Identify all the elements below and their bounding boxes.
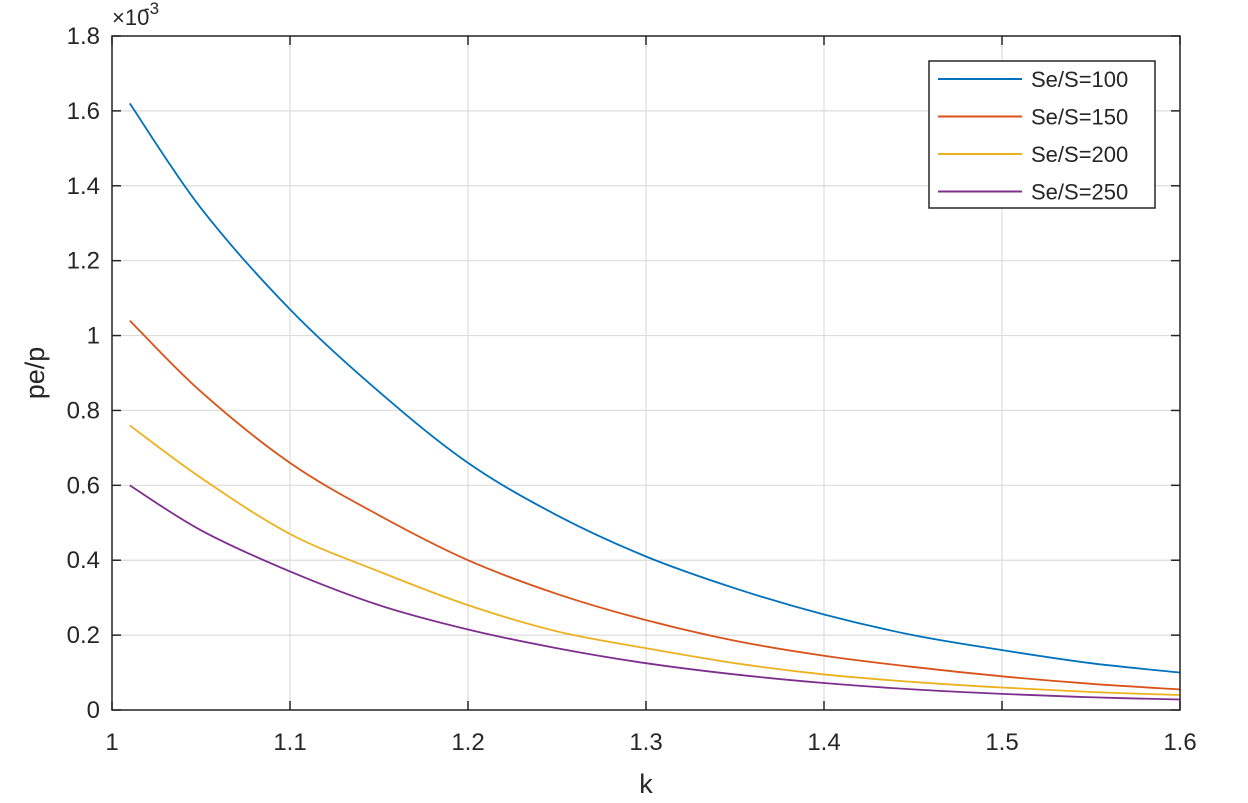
y-scale-factor: ×10 -3: [112, 0, 159, 30]
y-tick-label: 0: [87, 697, 100, 724]
series-line-1: [129, 102, 1181, 674]
ticks: 1 1.1 1.2 1.3 1.4 1.5 1.6 0 0.2 0.4 0.6 0.8 1 1.2 1.4 1…: [67, 23, 1197, 756]
x-tick-label: 1.6: [1163, 729, 1196, 756]
y-tick-label: 0.6: [67, 472, 100, 499]
legend-label-4: Se/S=250: [1031, 180, 1128, 205]
y-axis-label: pe/p: [20, 347, 50, 400]
legend-label-2: Se/S=150: [1031, 105, 1128, 130]
x-tick-label: 1: [105, 729, 118, 756]
y-scale-factor-base: ×10: [112, 5, 149, 30]
y-tick-label: 1.6: [67, 98, 100, 125]
series-line-4: [129, 484, 1181, 701]
y-tick-label: 1: [87, 323, 100, 350]
legend-box: [928, 60, 1156, 209]
x-tick-label: 1.3: [629, 729, 662, 756]
y-tick-label: 0.2: [67, 622, 100, 649]
x-tick-label: 1.5: [985, 729, 1018, 756]
y-tick-label: 1.8: [67, 23, 100, 50]
y-scale-exponent: -3: [144, 0, 159, 18]
y-tick-label: 1.4: [67, 173, 100, 200]
x-tick-label: 1.1: [273, 729, 306, 756]
legend: Se/S=100 Se/S=150 Se/S=200 Se/S=250: [928, 60, 1156, 209]
y-tick-label: 1.2: [67, 248, 100, 275]
x-tick-label: 1.2: [451, 729, 484, 756]
series-layer: [129, 102, 1181, 701]
legend-label-1: Se/S=100: [1031, 67, 1128, 92]
series-line-2: [129, 319, 1181, 691]
y-tick-label: 0.8: [67, 397, 100, 424]
legend-label-3: Se/S=200: [1031, 142, 1128, 167]
x-tick-label: 1.4: [807, 729, 840, 756]
series-line-3: [129, 424, 1181, 696]
x-axis-label: k: [639, 769, 653, 799]
y-tick-label: 0.4: [67, 547, 100, 574]
